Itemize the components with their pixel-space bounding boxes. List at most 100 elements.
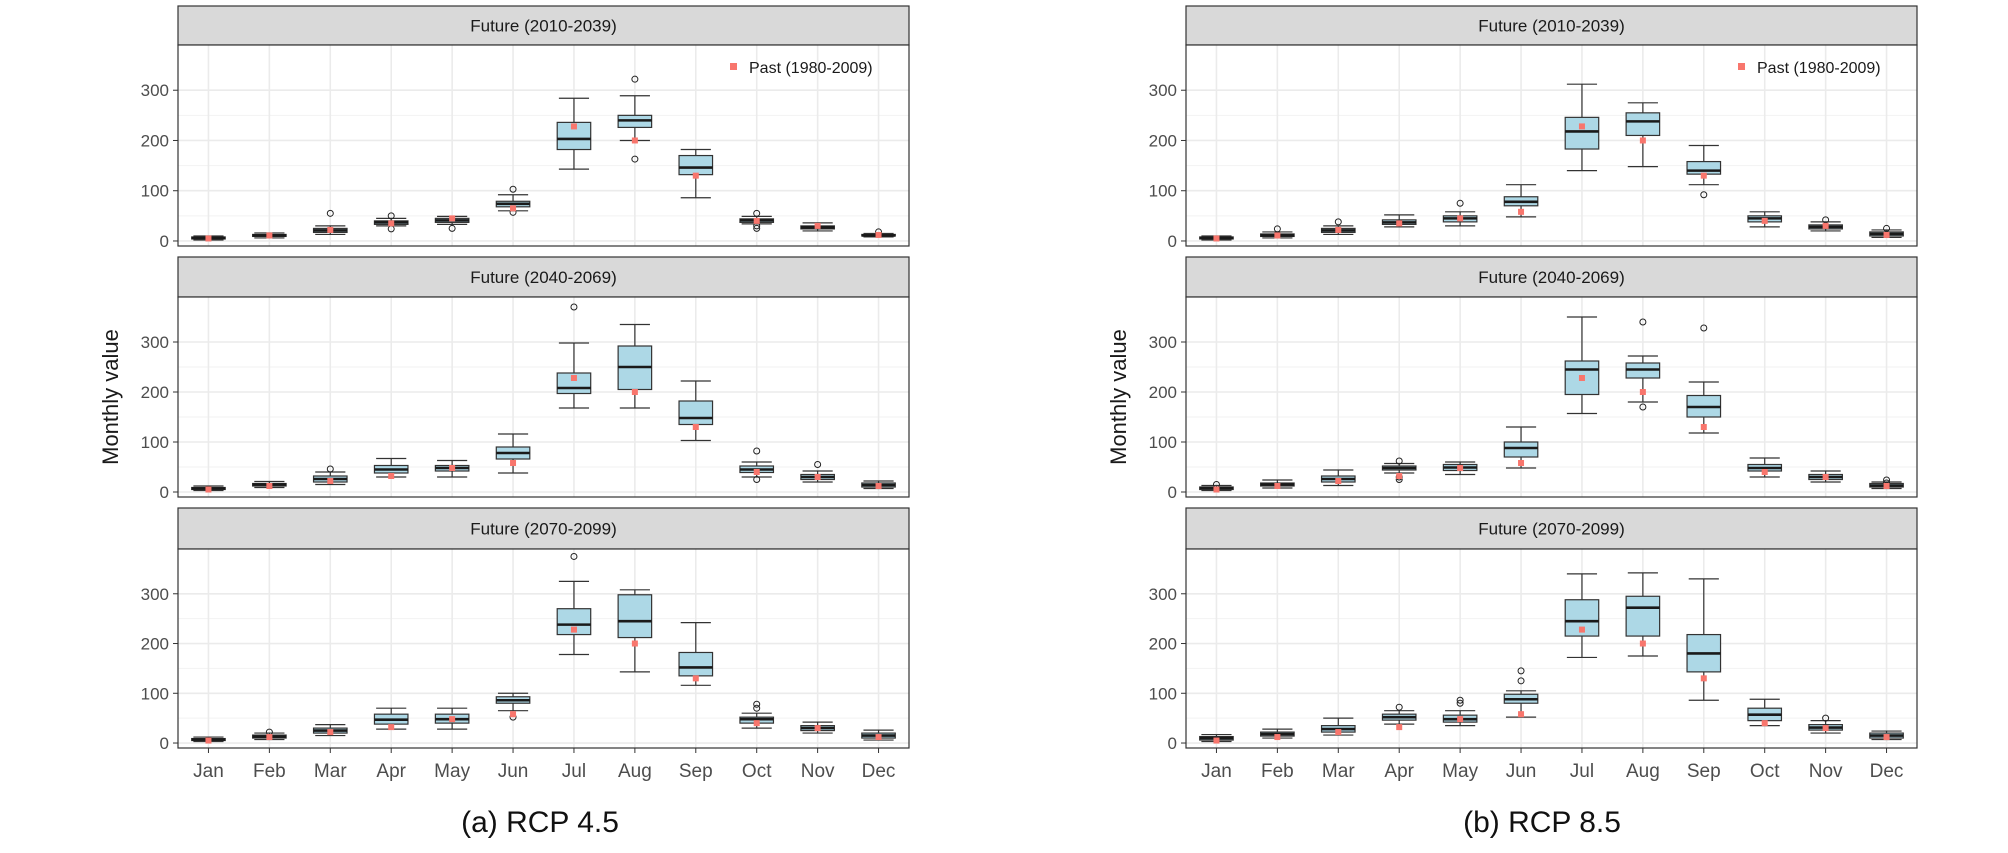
box-iqr [1564, 116, 1600, 150]
past-marker [1518, 711, 1525, 718]
box-sep [678, 622, 714, 686]
x-tick-label: Oct [1750, 761, 1780, 782]
outlier-point [448, 224, 456, 232]
box-jul [556, 552, 592, 656]
box-mar [1320, 218, 1356, 236]
box-dec [1869, 224, 1904, 239]
y-tick-label: 0 [1168, 734, 1177, 753]
x-tick-label: Aug [618, 761, 652, 782]
past-marker [1518, 208, 1525, 215]
y-tick-label: 200 [141, 383, 169, 402]
panel-2: Future (2040-2069) 0 100 200 300 [141, 256, 910, 502]
outlier-point [1456, 699, 1464, 707]
box-apr [1381, 457, 1417, 483]
box-iqr [678, 400, 714, 426]
past-marker [1335, 226, 1342, 233]
x-tick-label: Sep [1687, 761, 1721, 782]
past-marker [388, 220, 395, 227]
box-nov [1808, 470, 1843, 483]
panel-1: Future (2010-2039) 0 100 200 300 Past (1980-2… [1149, 5, 1918, 251]
box-oct [739, 447, 775, 483]
y-axis-label: Monthly value [1106, 329, 1131, 465]
panel-border [1185, 296, 1918, 498]
past-marker [1883, 231, 1890, 238]
outlier-point [1700, 191, 1708, 199]
panel-title: Future (2010-2039) [470, 17, 616, 36]
box-apr [373, 457, 409, 479]
past-marker [753, 720, 760, 727]
box-mar [1320, 717, 1356, 736]
box-sep [678, 148, 714, 199]
box-mar [312, 724, 348, 737]
panel-border [1185, 548, 1918, 749]
legend-label: Past (1980-2009) [1757, 60, 1881, 77]
x-tick-label: May [434, 761, 470, 782]
past-marker [875, 734, 882, 741]
past-marker [1883, 483, 1890, 489]
x-tick-label: Apr [1384, 761, 1414, 782]
outlier-point [1334, 218, 1342, 226]
box-may [1442, 199, 1478, 227]
box-apr [1381, 703, 1417, 731]
x-tick-label: Aug [1626, 761, 1660, 782]
past-marker [449, 215, 456, 222]
outlier-point [509, 185, 517, 193]
past-marker [1822, 474, 1829, 480]
outlier-point [1822, 216, 1830, 224]
past-marker [205, 486, 212, 493]
outlier-point [1700, 324, 1708, 332]
outlier-point [753, 447, 761, 455]
box-jun [1503, 426, 1539, 469]
panel-strip [177, 5, 910, 46]
outlier-point [753, 224, 761, 232]
box-jul [1564, 573, 1600, 659]
past-marker [875, 231, 882, 238]
past-marker [1335, 478, 1342, 484]
box-may [434, 459, 470, 478]
y-tick-label: 200 [141, 635, 169, 654]
outlier-point [1639, 318, 1647, 326]
x-tick-label: Jan [193, 761, 224, 782]
box-nov [800, 222, 835, 232]
outlier-point [1395, 703, 1403, 711]
past-marker [570, 123, 577, 130]
box-jan [1199, 481, 1234, 493]
box-dec [1869, 476, 1904, 490]
past-marker [875, 483, 882, 489]
past-marker [1274, 734, 1281, 741]
box-feb [1260, 225, 1295, 239]
past-marker [1457, 215, 1464, 222]
past-marker [631, 137, 638, 144]
box-iqr [1503, 441, 1539, 458]
y-tick-label: 0 [1168, 232, 1177, 251]
y-tick-label: 100 [141, 684, 169, 703]
box-aug [1625, 572, 1661, 657]
box-may [1442, 696, 1478, 727]
past-marker [1761, 469, 1768, 475]
box-jan [191, 485, 226, 493]
outlier-point [1273, 225, 1281, 233]
box-jun [1503, 667, 1539, 718]
box-oct [1747, 698, 1783, 727]
x-tick-label: Jun [1506, 761, 1537, 782]
x-tick-label: Oct [742, 761, 772, 782]
past-marker [570, 375, 577, 381]
outlier-point [326, 465, 334, 473]
box-nov [800, 461, 835, 483]
past-marker [449, 716, 456, 723]
y-tick-label: 100 [1149, 684, 1177, 703]
x-tick-label: Dec [862, 761, 896, 782]
outlier-point [631, 155, 639, 163]
box-jun [495, 692, 531, 721]
y-tick-label: 200 [1149, 635, 1177, 654]
past-marker [1639, 640, 1646, 647]
x-tick-label: Feb [253, 761, 286, 782]
panel-strip [1185, 5, 1918, 46]
y-tick-label: 0 [160, 483, 169, 502]
x-tick-label: Jan [1201, 761, 1232, 782]
box-iqr [1686, 160, 1722, 175]
past-marker [1457, 716, 1464, 723]
box-may [434, 707, 470, 730]
outlier-point [753, 476, 761, 483]
box-jul [1564, 83, 1600, 172]
